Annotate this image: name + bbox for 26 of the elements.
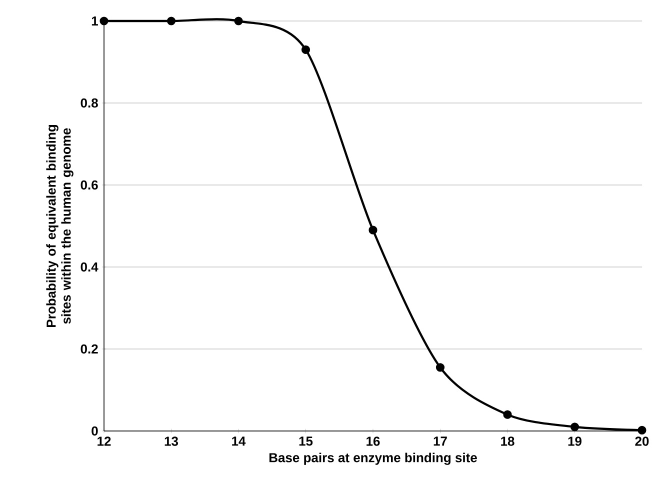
x-tick-label: 18 xyxy=(501,436,514,446)
x-tick-label: 19 xyxy=(568,436,582,446)
y-axis-title: Probability of equivalent binding sites within the human genome xyxy=(46,125,74,327)
point xyxy=(234,16,243,26)
x-tick-label: 17 xyxy=(434,436,447,446)
x-tick-label: 12 xyxy=(98,436,111,446)
x-tick-label: 13 xyxy=(164,436,178,446)
point xyxy=(638,426,646,434)
y-tick-label: 0 xyxy=(92,426,98,436)
point xyxy=(570,422,580,432)
y-tick-label: 0.8 xyxy=(80,98,98,108)
x-tick-label: 16 xyxy=(366,436,380,446)
x-axis-title: Base pairs at enzyme binding site xyxy=(269,452,477,465)
y-tick-label: 0.4 xyxy=(80,262,98,272)
point xyxy=(166,16,176,26)
x-tick-label: 14 xyxy=(232,436,246,446)
point xyxy=(100,16,108,26)
point xyxy=(503,410,512,419)
y-tick-label: 1 xyxy=(92,16,98,26)
point xyxy=(368,226,378,234)
x-tick-label: 20 xyxy=(635,436,649,446)
point xyxy=(301,45,310,54)
x-tick-label: 15 xyxy=(299,436,313,446)
y-tick-label: 0.2 xyxy=(80,344,98,354)
point xyxy=(436,363,445,372)
y-tick-label: 0.6 xyxy=(80,180,98,190)
